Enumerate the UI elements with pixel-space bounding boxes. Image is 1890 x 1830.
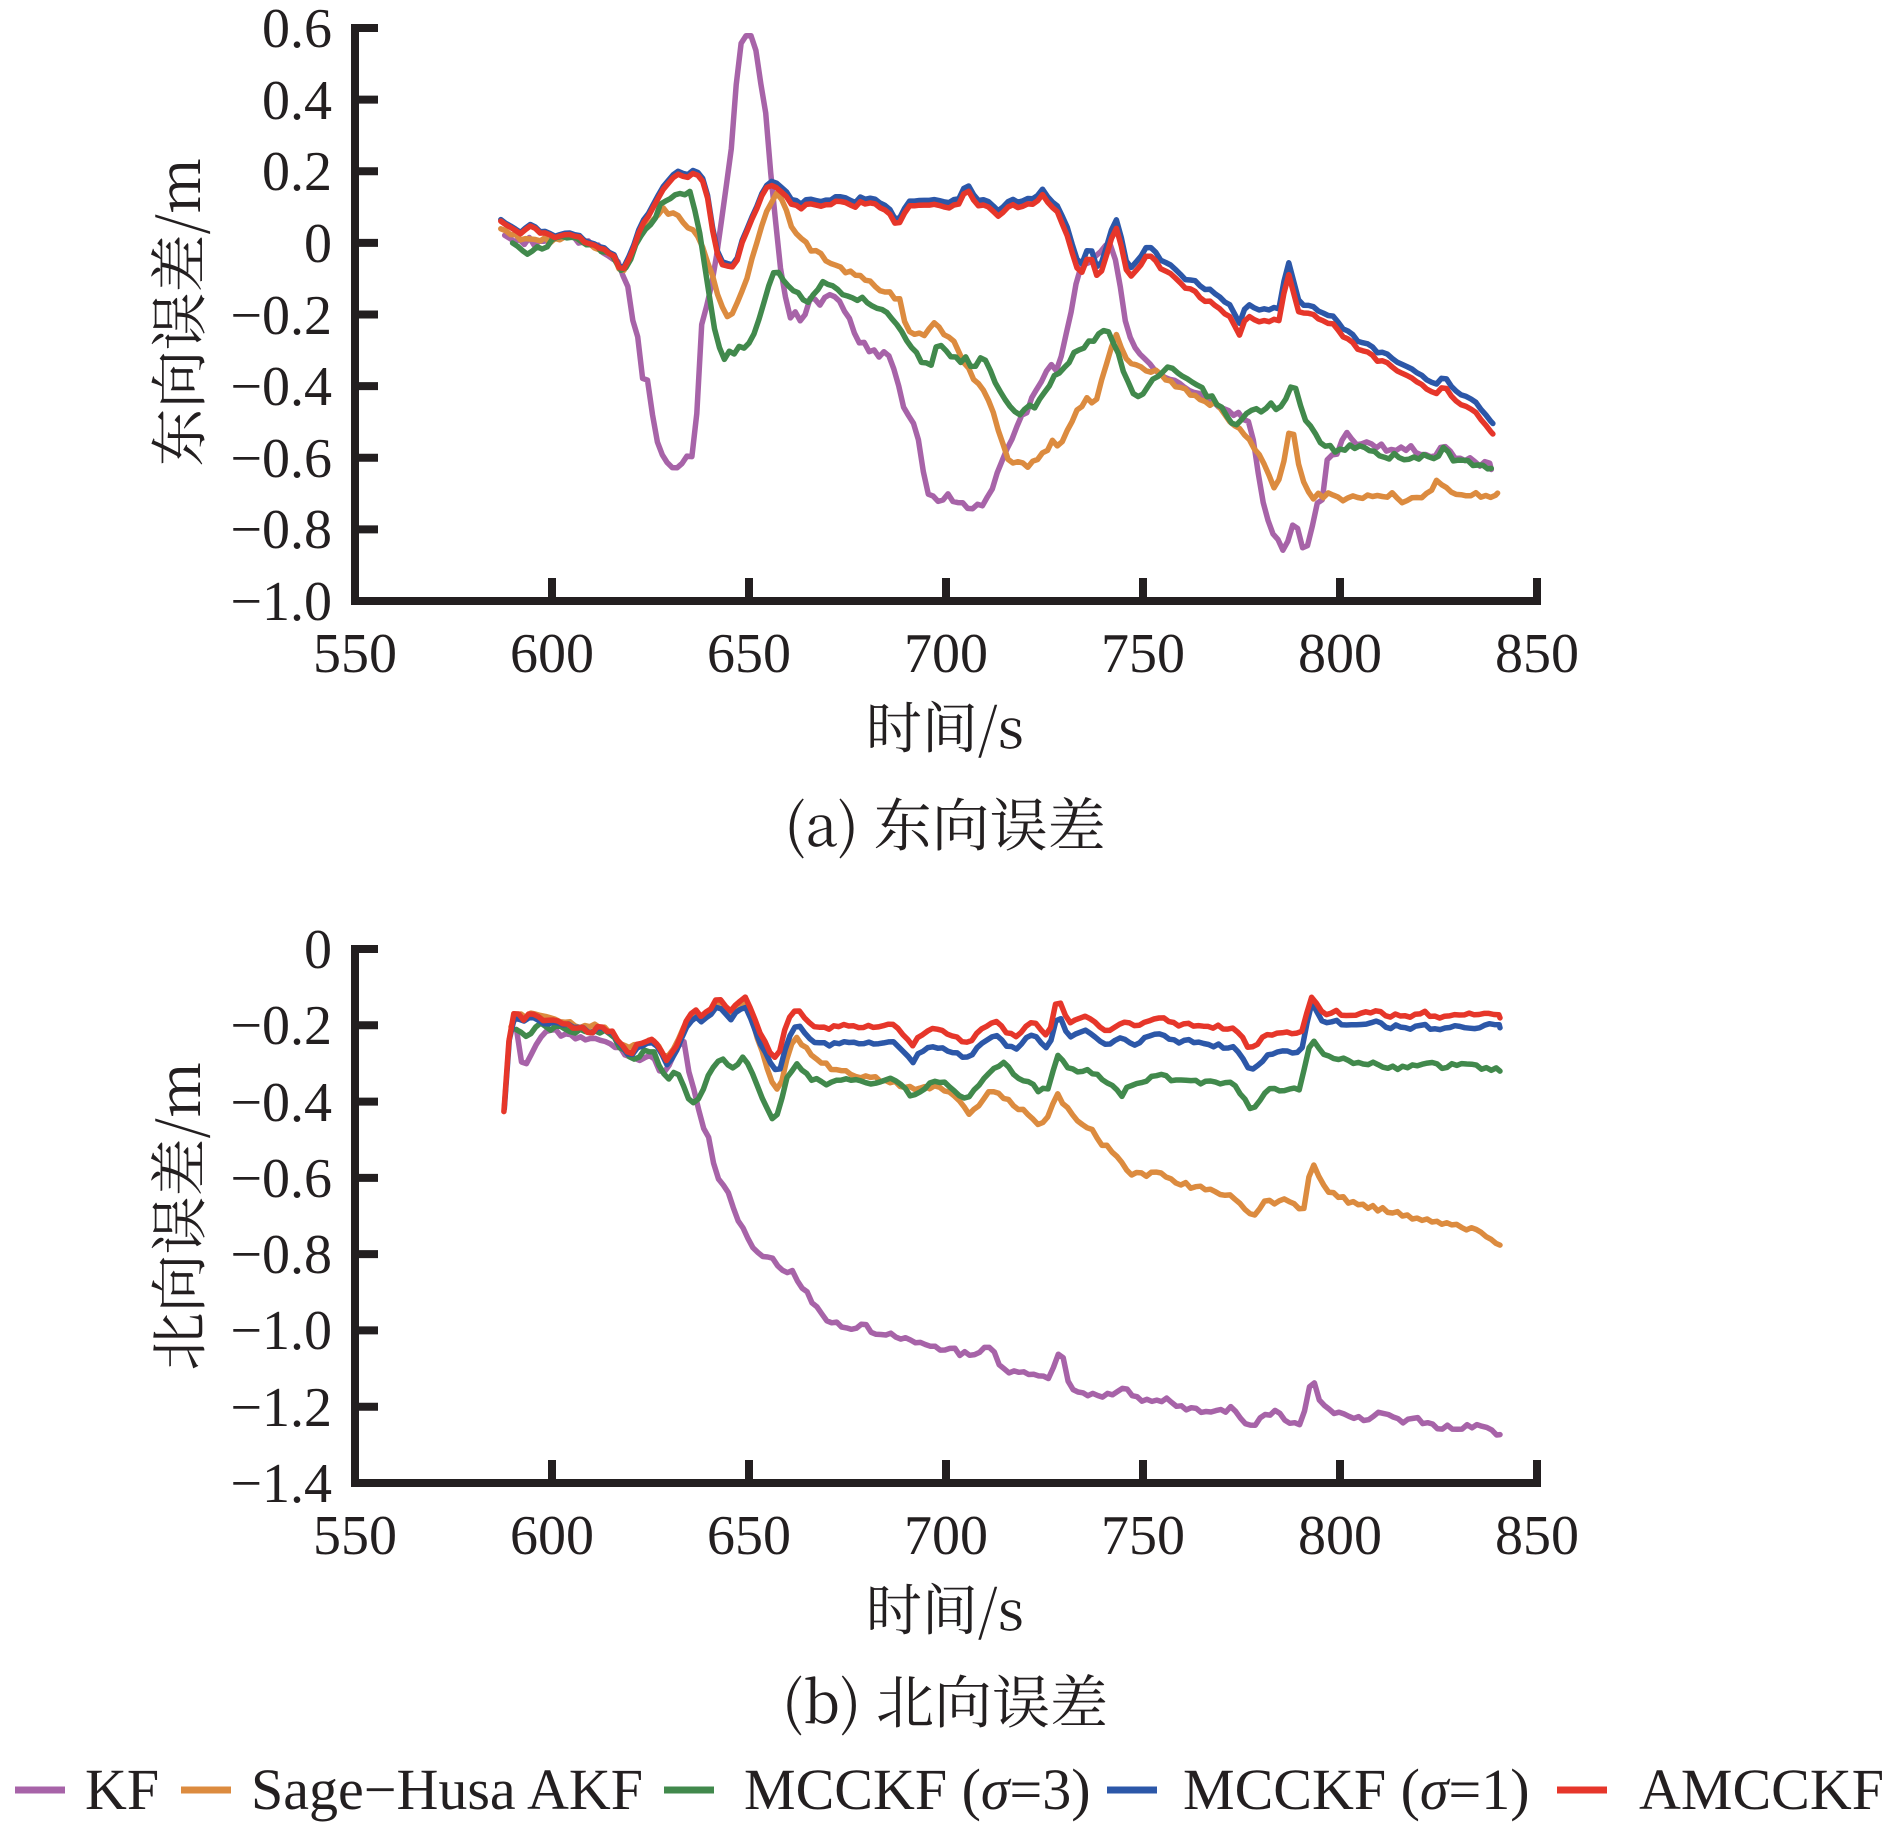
- svg-text:850: 850: [1495, 1505, 1579, 1567]
- svg-text:750: 750: [1101, 1505, 1185, 1567]
- svg-text:MCCKF (σ=1): MCCKF (σ=1): [1183, 1757, 1530, 1822]
- svg-text:−1.0: −1.0: [230, 1300, 332, 1362]
- svg-text:AMCCKF: AMCCKF: [1639, 1757, 1884, 1822]
- svg-text:800: 800: [1298, 623, 1382, 685]
- svg-text:MCCKF (σ=3): MCCKF (σ=3): [744, 1757, 1091, 1822]
- svg-text:550: 550: [313, 1505, 397, 1567]
- svg-text:600: 600: [510, 1505, 594, 1567]
- svg-text:600: 600: [510, 623, 594, 685]
- svg-text:−1.0: −1.0: [230, 571, 332, 633]
- svg-text:0: 0: [304, 213, 332, 275]
- svg-text:850: 850: [1495, 623, 1579, 685]
- svg-text:0: 0: [304, 919, 332, 981]
- svg-text:0.6: 0.6: [262, 0, 332, 60]
- svg-text:700: 700: [904, 1505, 988, 1567]
- svg-text:−0.8: −0.8: [230, 1224, 332, 1286]
- svg-text:−0.6: −0.6: [230, 428, 332, 490]
- svg-text:650: 650: [707, 623, 791, 685]
- svg-text:0.4: 0.4: [262, 70, 332, 132]
- svg-text:750: 750: [1101, 623, 1185, 685]
- svg-text:650: 650: [707, 1505, 791, 1567]
- svg-text:−0.4: −0.4: [230, 356, 332, 418]
- svg-text:Sage−Husa AKF: Sage−Husa AKF: [251, 1757, 643, 1822]
- svg-text:0.2: 0.2: [262, 141, 332, 203]
- svg-text:KF: KF: [85, 1757, 159, 1822]
- svg-text:−0.8: −0.8: [230, 499, 332, 561]
- svg-text:550: 550: [313, 623, 397, 685]
- svg-text:−0.2: −0.2: [230, 995, 332, 1057]
- svg-text:800: 800: [1298, 1505, 1382, 1567]
- svg-text:−1.4: −1.4: [230, 1453, 332, 1515]
- svg-text:700: 700: [904, 623, 988, 685]
- svg-text:−1.2: −1.2: [230, 1377, 332, 1439]
- svg-text:−0.2: −0.2: [230, 285, 332, 347]
- svg-text:−0.6: −0.6: [230, 1148, 332, 1210]
- svg-text:−0.4: −0.4: [230, 1072, 332, 1134]
